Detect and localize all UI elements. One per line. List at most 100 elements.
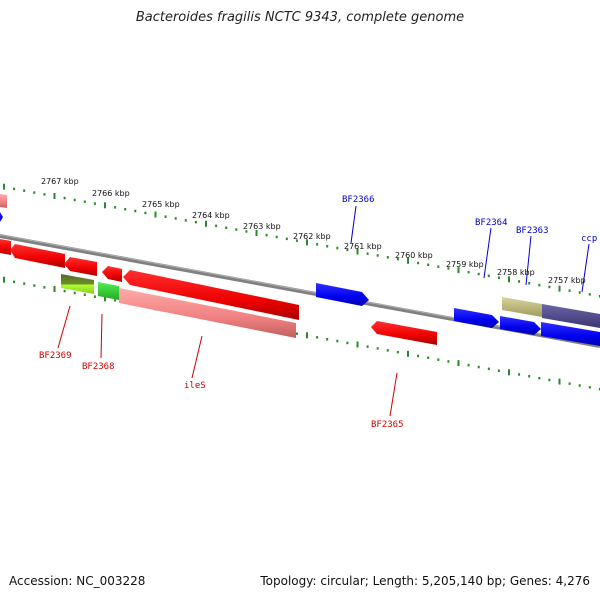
forward-scale-tick [437, 265, 440, 268]
forward-scale-tick [326, 245, 329, 248]
feature-red-2 [10, 244, 65, 268]
reverse-scale-tick [316, 336, 319, 339]
forward-scale-tick [477, 272, 480, 276]
forward-scale-tick [336, 246, 339, 250]
forward-scale-tick [346, 248, 349, 252]
gene-label-BF2366[interactable]: BF2366 [342, 195, 375, 205]
forward-scale-tick [568, 289, 571, 292]
reverse-scale-tick [93, 295, 96, 298]
feature-BF2366 [316, 283, 369, 306]
reverse-scale-tick [33, 284, 36, 287]
reverse-scale-tick [336, 339, 339, 343]
forward-scale-tick [295, 239, 298, 242]
tick-label-2765: 2765 kbp [142, 200, 180, 209]
leader-ileS [191, 335, 203, 379]
forward-scale-tick [497, 276, 500, 279]
reverse-scale-tick [457, 360, 460, 367]
gene-labels: BF2366 BF2364 BF2363 ccp BF2369 BF2368 i… [39, 195, 597, 430]
forward-scale-tick [548, 285, 551, 289]
forward-scale-tick [457, 267, 460, 274]
reverse-scale-tick [598, 388, 600, 391]
forward-scale-tick [225, 226, 228, 229]
reverse-scale-tick [508, 369, 510, 376]
tick-label-2763: 2763 kbp [243, 222, 281, 231]
leader-BF2366 [350, 205, 357, 244]
reverse-scale-tick [386, 349, 389, 352]
tick-label-2760: 2760 kbp [395, 251, 433, 260]
forward-scale-tick [285, 237, 288, 241]
feature-BF2365 [371, 321, 437, 345]
reverse-scale-tick [568, 382, 571, 385]
reverse-scale-tick [518, 373, 521, 376]
forward-scale-tick [598, 295, 600, 298]
reverse-scale-tick [467, 363, 470, 367]
forward-scale-tick [427, 263, 430, 266]
reverse-scale-tick [588, 386, 591, 389]
reverse-scale-tick [417, 354, 420, 358]
forward-scale-tick [508, 276, 510, 283]
scale-ticks-reverse [3, 276, 600, 391]
forward-scale-tick [306, 239, 308, 246]
leader-BF2365 [389, 372, 398, 417]
forward-scale-tick [104, 202, 106, 209]
forward-scale-tick [43, 193, 46, 196]
forward-scale-tick [316, 243, 319, 246]
reverse-scale-tick [558, 378, 561, 385]
forward-scale-tick [53, 193, 56, 199]
tick-label-2764: 2764 kbp [192, 211, 230, 220]
gene-label-BF2368[interactable]: BF2368 [82, 362, 115, 372]
feature-ileS-box [119, 288, 296, 338]
forward-scale-tick [93, 202, 96, 205]
forward-scale-tick [366, 252, 369, 255]
leader-ccp [581, 243, 590, 293]
feature-blue-b [500, 316, 541, 335]
gene-label-BF2363[interactable]: BF2363 [516, 226, 549, 236]
feature-slate-box [542, 304, 600, 328]
feature-red-1 [0, 239, 11, 255]
feature-blue-edge [0, 212, 3, 222]
forward-scale-tick [518, 280, 521, 283]
reverse-scale-tick [104, 295, 106, 302]
forward-scale-tick [487, 274, 490, 278]
forward-scale-tick [154, 211, 157, 218]
forward-scale-tick [235, 228, 238, 231]
forward-scale-tick [33, 191, 36, 194]
feature-pink-edge [0, 194, 7, 208]
genome-map: 2767 kbp 2766 kbp 2765 kbp 2764 kbp 2763… [0, 177, 600, 430]
forward-scale-tick [3, 183, 5, 190]
reverse-scale-tick [528, 375, 531, 378]
forward-strand-features [0, 212, 600, 346]
forward-scale-tick [528, 282, 531, 285]
forward-scale-tick [114, 206, 117, 209]
gene-label-BF2364[interactable]: BF2364 [475, 218, 508, 228]
gene-label-ccp[interactable]: ccp [581, 234, 597, 244]
forward-scale-tick [73, 198, 76, 202]
gene-label-ileS[interactable]: ileS [184, 381, 206, 391]
reverse-scale-tick [306, 332, 308, 339]
feature-BF2368-box [98, 282, 119, 300]
forward-scale-tick [245, 230, 248, 233]
forward-scale-tick [356, 248, 359, 255]
reverse-scale-tick [427, 356, 430, 359]
other-features [61, 274, 600, 338]
reverse-strand-features [0, 194, 437, 345]
reverse-scale-tick [295, 332, 298, 335]
forward-scale-tick [467, 270, 470, 274]
feature-BF2369-box [61, 274, 94, 294]
forward-scale-tick [255, 230, 258, 236]
gene-label-BF2365[interactable]: BF2365 [371, 420, 404, 430]
reverse-scale-tick [43, 286, 46, 289]
scale-labels: 2767 kbp 2766 kbp 2765 kbp 2764 kbp 2763… [41, 177, 586, 285]
forward-scale-tick [63, 196, 66, 200]
forward-scale-tick [538, 283, 541, 287]
tick-label-2758: 2758 kbp [497, 268, 535, 277]
forward-scale-tick [184, 219, 187, 222]
gene-label-BF2369[interactable]: BF2369 [39, 351, 72, 361]
forward-scale-tick [164, 215, 167, 218]
forward-scale-tick [174, 217, 177, 220]
forward-scale-tick [275, 235, 278, 239]
reverse-scale-tick [447, 360, 450, 363]
reverse-scale-tick [3, 276, 5, 283]
forward-scale-tick [447, 267, 450, 270]
forward-scale-tick [386, 256, 389, 259]
